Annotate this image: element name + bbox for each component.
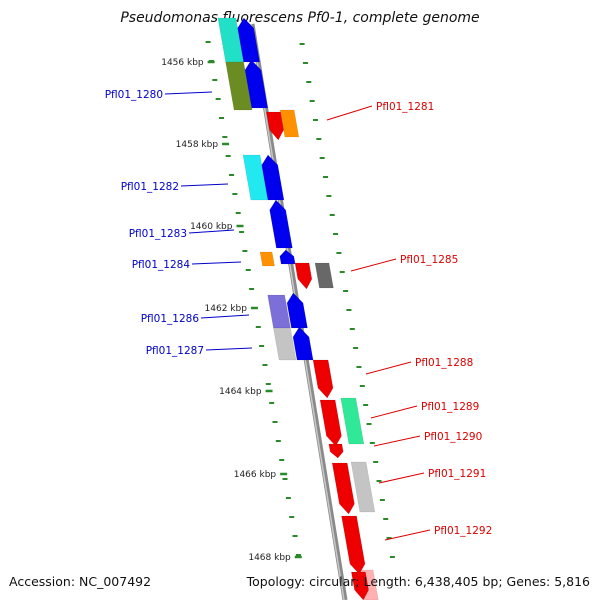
map-title: Pseudomonas fluorescens Pf0-1, complete … xyxy=(120,10,480,26)
gene-leader-line xyxy=(326,105,373,121)
gene-feature xyxy=(350,461,376,513)
gene-arrow xyxy=(331,462,355,515)
gene-feature xyxy=(279,109,300,138)
gene-arrow xyxy=(292,326,314,361)
gene-arrow xyxy=(266,111,284,141)
gene-arrow xyxy=(294,262,313,290)
gene-leader-line xyxy=(191,261,242,265)
gene-arrow xyxy=(269,199,293,249)
gene-leader-line xyxy=(384,529,431,541)
accession-text: Accession: NC_007492 xyxy=(9,574,152,589)
scale-label: 1464 kbp xyxy=(219,387,262,397)
gene-label: Pfl01_1281 xyxy=(376,101,434,113)
gene-leader-line xyxy=(373,435,421,447)
gene-arrow xyxy=(312,359,334,399)
gene-label: Pfl01_1287 xyxy=(146,345,204,357)
gene-arrow xyxy=(279,249,296,265)
gene-label: Pfl01_1290 xyxy=(424,431,482,443)
gene-arrow xyxy=(319,399,342,447)
gene-feature xyxy=(273,327,297,361)
gene-feature xyxy=(225,61,253,111)
gene-leader-line xyxy=(370,405,418,419)
gene-leader-line xyxy=(205,347,253,351)
gene-label: Pfl01_1283 xyxy=(129,228,187,240)
gene-arrow xyxy=(286,292,308,329)
gene-label: Pfl01_1285 xyxy=(400,254,458,266)
gene-label: Pfl01_1280 xyxy=(105,89,163,101)
gene-label: Pfl01_1292 xyxy=(434,525,492,537)
gene-leader-line xyxy=(180,183,229,187)
gene-label: Pfl01_1291 xyxy=(428,468,486,480)
scale-label: 1468 kbp xyxy=(248,553,291,563)
gene-leader-line xyxy=(378,472,425,484)
scale-label: 1460 kbp xyxy=(190,222,233,232)
gene-label: Pfl01_1289 xyxy=(421,401,479,413)
gene-leader-line xyxy=(164,91,213,95)
scale-label: 1466 kbp xyxy=(234,470,277,480)
gene-feature xyxy=(314,262,334,289)
gene-label: Pfl01_1286 xyxy=(141,313,200,325)
scale-label: 1458 kbp xyxy=(176,140,219,150)
gene-leader-line xyxy=(365,361,412,375)
gene-label: Pfl01_1284 xyxy=(132,259,191,271)
gene-arrow xyxy=(341,515,366,575)
gene-arrow xyxy=(328,443,344,459)
topology-text: Topology: circular; Length: 6,438,405 bp… xyxy=(246,574,590,589)
scale-label: 1462 kbp xyxy=(205,304,248,314)
scale-label: 1456 kbp xyxy=(161,58,204,68)
gene-label: Pfl01_1282 xyxy=(121,181,179,193)
gene-arrow xyxy=(351,571,369,600)
gene-label: Pfl01_1288 xyxy=(415,357,473,369)
gene-arrow xyxy=(244,59,269,109)
gene-feature xyxy=(267,294,291,329)
gene-leader-line xyxy=(188,229,235,234)
gene-leader-line xyxy=(350,258,397,272)
gene-leader-line xyxy=(200,314,250,319)
gene-feature xyxy=(340,397,365,445)
gene-feature xyxy=(259,251,275,267)
